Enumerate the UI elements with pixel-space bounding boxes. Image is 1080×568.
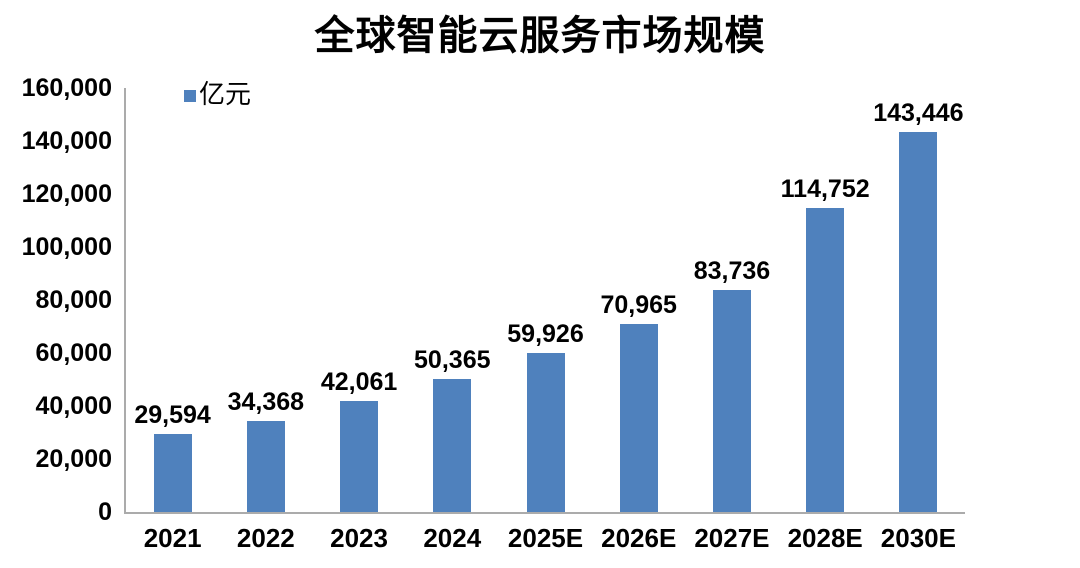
chart-title: 全球智能云服务市场规模 (314, 13, 766, 58)
legend-label: 亿元 (199, 80, 252, 109)
bar-2021 (153, 433, 192, 512)
value-label-2024: 50,365 (414, 345, 491, 374)
y-axis-tick-label: 160,000 (21, 74, 112, 102)
bar-2022 (246, 420, 285, 512)
x-axis-tick-label-2030E: 2030E (880, 523, 956, 553)
value-label-2025E: 59,926 (507, 320, 584, 349)
y-axis-tick-label: 20,000 (35, 445, 112, 473)
value-label-2030E: 143,446 (873, 98, 964, 127)
x-axis-tick-label-2027E: 2027E (694, 523, 770, 553)
x-axis-tick-label-2023: 2023 (330, 523, 388, 553)
y-axis-tick-label: 0 (98, 498, 112, 526)
value-label-2022: 34,368 (227, 387, 305, 416)
bar-2030E (899, 131, 938, 512)
value-label-2023: 42,061 (320, 367, 398, 396)
y-axis-tick-label: 120,000 (21, 180, 112, 208)
value-label-2028E: 114,752 (780, 174, 870, 203)
bar-2025E (526, 353, 565, 512)
plot-area: 29,594 2021 34,368 2022 42,061 2023 50,365 2024… (124, 88, 965, 552)
bar-2023 (340, 400, 379, 512)
y-axis-tick-label: 140,000 (21, 127, 112, 155)
y-axis-tick-label: 100,000 (21, 233, 112, 261)
value-label-2021: 29,594 (134, 400, 211, 429)
bar-2028E (806, 207, 845, 512)
value-label-2026E: 70,965 (600, 290, 677, 319)
x-axis-tick-label-2021: 2021 (143, 523, 202, 553)
y-axis-tick-label: 40,000 (35, 392, 112, 420)
x-axis-tick-label-2026E: 2026E (601, 523, 677, 553)
x-axis-tick-label-2025E: 2025E (507, 523, 584, 553)
x-axis-tick-label-2028E: 2028E (787, 523, 863, 553)
x-axis-tick-label-2024: 2024 (423, 523, 482, 553)
x-axis-tick-label-2022: 2022 (236, 523, 295, 553)
legend-marker-icon (184, 90, 196, 102)
bar-2027E (712, 290, 751, 512)
y-axis-tick-label: 60,000 (35, 339, 112, 367)
bar-2024 (433, 378, 472, 512)
bar-2026E (619, 323, 658, 512)
value-label-2027E: 83,736 (693, 257, 771, 286)
legend: 亿元 (184, 82, 251, 108)
y-axis-tick-label: 80,000 (35, 286, 112, 314)
